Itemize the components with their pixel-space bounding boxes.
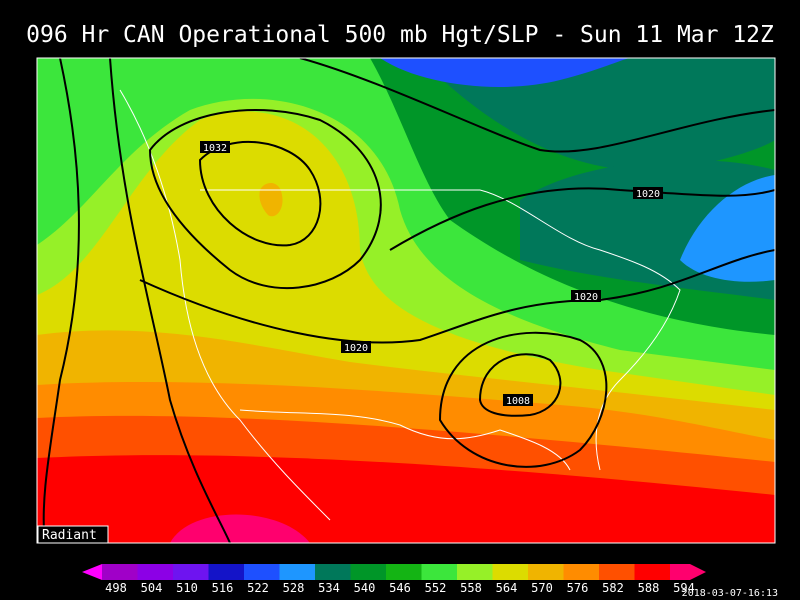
- colorbar-swatch: [670, 564, 706, 580]
- colorbar-label: 504: [141, 581, 163, 595]
- colorbar-label: 594: [673, 581, 695, 595]
- band: [259, 183, 283, 217]
- band: [170, 514, 310, 543]
- colorbar-swatch: [350, 564, 386, 580]
- colorbar: 498 504 510 516 522 528 534 540 546 552 558 564 570 5…: [82, 564, 706, 595]
- colorbar-label: 516: [212, 581, 234, 595]
- credit-box: [37, 525, 109, 544]
- isobar-label: 1020: [574, 292, 598, 303]
- colorbar-label: 522: [247, 581, 269, 595]
- label-box: [633, 187, 663, 199]
- colorbar-label: 540: [354, 581, 376, 595]
- label-box: [503, 394, 533, 406]
- colorbar-swatch: [457, 564, 493, 580]
- isobar: [139, 249, 775, 344]
- label-box: [341, 341, 371, 353]
- colorbar-swatch: [386, 564, 422, 580]
- isobar: [299, 58, 775, 153]
- colorbar-label: 576: [567, 581, 589, 595]
- colorbar-label: 564: [496, 581, 518, 595]
- colorbar-swatch: [102, 564, 138, 580]
- isobar-label: 1032: [203, 143, 227, 154]
- colorbar-label: 552: [425, 581, 447, 595]
- colorbar-swatch: [208, 564, 244, 580]
- isobar-label: 1020: [344, 343, 368, 354]
- colorbar-arrow: [82, 564, 102, 580]
- isobar: [42, 58, 80, 543]
- colorbar-swatch: [279, 564, 315, 580]
- colorbar-swatch: [173, 564, 209, 580]
- colorbar-swatch: [563, 564, 599, 580]
- colorbar-swatch: [634, 564, 670, 580]
- timestamp: 2018-03-07-16:13: [682, 588, 778, 599]
- isobar-label: 1020: [636, 189, 660, 200]
- title: 096 Hr CAN Operational 500 mb Hgt/SLP - …: [26, 22, 774, 48]
- colorbar-label: 546: [389, 581, 411, 595]
- colorbar-label: 498: [105, 581, 127, 595]
- isobar: [109, 58, 231, 543]
- isobar: [389, 187, 775, 251]
- colorbar-label: 534: [318, 581, 340, 595]
- label-box: [571, 290, 601, 302]
- colorbar-label: 558: [460, 581, 482, 595]
- band: [380, 58, 630, 87]
- isobar: [478, 353, 562, 417]
- colorbar-swatch: [137, 564, 173, 580]
- label-box: [200, 141, 230, 153]
- colorbar-swatch: [492, 564, 528, 580]
- colorbar-label: 570: [531, 581, 553, 595]
- isobar: [148, 109, 382, 290]
- colorbar-label: 510: [176, 581, 198, 595]
- isobar: [438, 331, 608, 468]
- isobar: [198, 140, 322, 247]
- colorbar-swatch: [528, 564, 564, 580]
- colorbar-swatch: [599, 564, 635, 580]
- colorbar-label: 582: [602, 581, 624, 595]
- colorbar-label: 588: [638, 581, 660, 595]
- colorbar-label: 528: [283, 581, 305, 595]
- colorbar-swatch: [315, 564, 351, 580]
- credit: Radiant: [42, 528, 97, 543]
- colorbar-swatch: [244, 564, 280, 580]
- colorbar-swatch: [421, 564, 457, 580]
- isobar-label: 1008: [506, 396, 530, 407]
- border: [239, 409, 571, 471]
- map-frame: [36, 57, 776, 544]
- isobar-labels: 1032 1020 1020 1020 1008: [200, 141, 663, 407]
- map: 1032 1020 1020 1020 1008 Radiant: [36, 57, 776, 544]
- coastline: [119, 89, 331, 521]
